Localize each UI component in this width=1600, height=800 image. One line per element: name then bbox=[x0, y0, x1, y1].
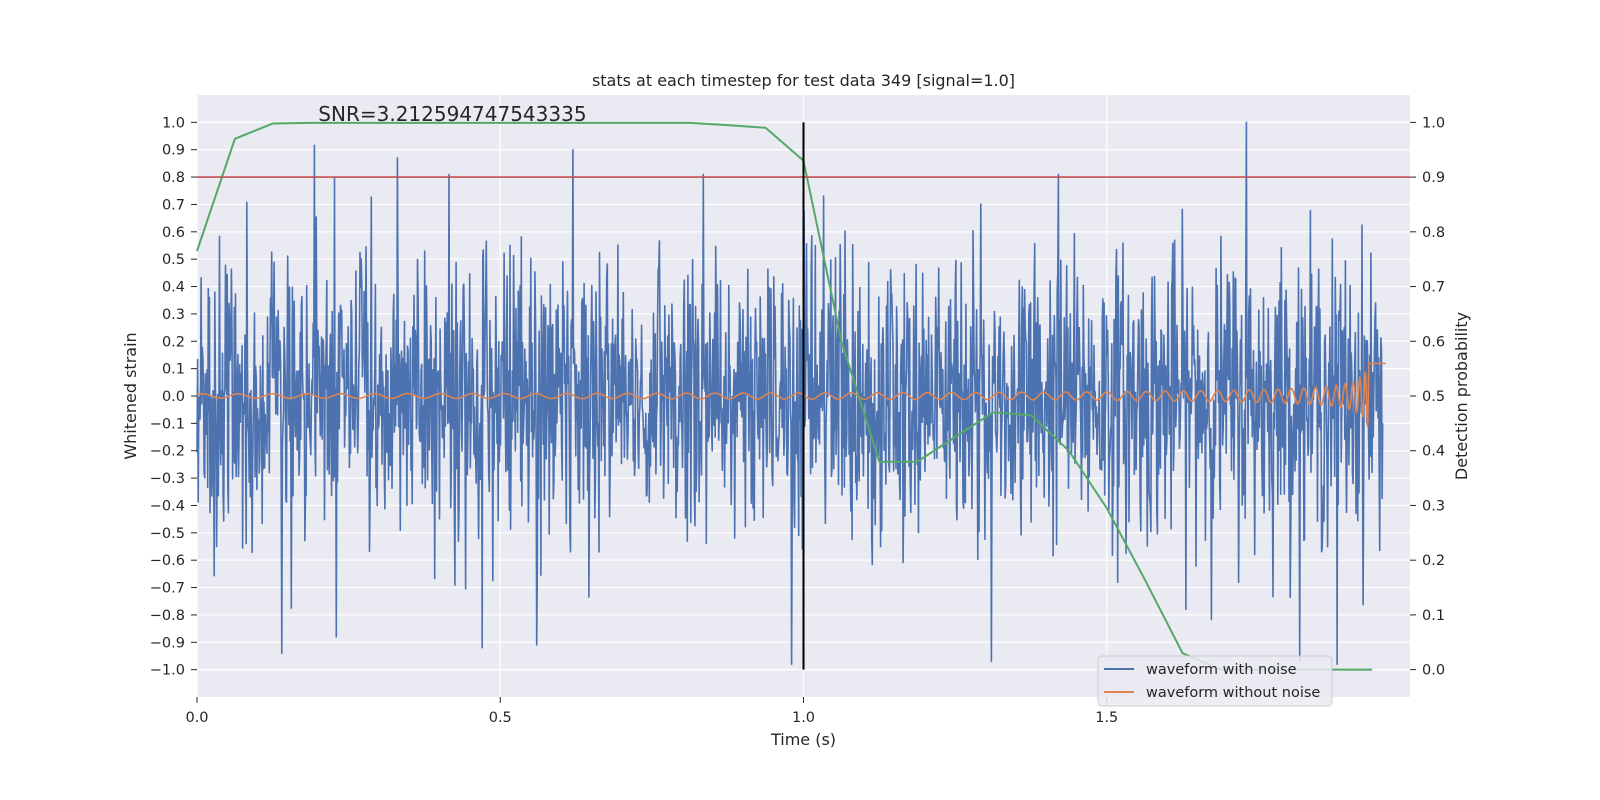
series-waveform-without-noise bbox=[196, 362, 1386, 428]
y2-tick-label: 0.3 bbox=[1422, 498, 1445, 514]
legend-label-waveform-without-noise: waveform without noise bbox=[1146, 685, 1320, 701]
y-tick-label: 0.9 bbox=[162, 143, 185, 159]
y-tick-label: −0.4 bbox=[150, 498, 185, 514]
y-tick-label: 0.7 bbox=[162, 197, 185, 213]
snr-annotation: SNR=3.212594747543335 bbox=[318, 102, 586, 126]
y2-tick-label: 0.1 bbox=[1422, 608, 1445, 624]
y-tick-label: 0.4 bbox=[162, 280, 185, 296]
axes: 1.0 0.9 0.8 0.7 0.6 0.5 0.4 0.3 0.2 0.1 0.0 −0.1 −0.… bbox=[150, 115, 1445, 726]
y-tick-label: 0.1 bbox=[162, 362, 185, 378]
y-tick-label: 0.2 bbox=[162, 334, 185, 350]
y-tick-label: −0.1 bbox=[150, 416, 185, 432]
legend: waveform with noise waveform without noi… bbox=[1097, 655, 1333, 707]
y-tick-label: −0.8 bbox=[150, 608, 185, 624]
y-tick-label: 0.0 bbox=[162, 389, 185, 405]
y-tick-label: 0.8 bbox=[162, 170, 185, 186]
y-tick-label: 0.5 bbox=[162, 252, 185, 268]
y-tick-label: 0.3 bbox=[162, 307, 185, 323]
y2-tick-label: 1.0 bbox=[1422, 115, 1445, 131]
y2-tick-label: 0.9 bbox=[1422, 170, 1445, 186]
legend-box bbox=[1097, 655, 1333, 707]
y-tick-label: −0.9 bbox=[150, 635, 185, 651]
y2-tick-label: 0.0 bbox=[1422, 663, 1445, 679]
chart-title: stats at each timestep for test data 349… bbox=[592, 71, 1015, 90]
y-tick-label: −0.5 bbox=[150, 526, 185, 542]
y-tick-label: −0.3 bbox=[150, 471, 185, 487]
y-tick-label: −0.6 bbox=[150, 553, 185, 569]
y-tick-label: −1.0 bbox=[150, 663, 185, 679]
y-tick-label: −0.2 bbox=[150, 444, 185, 460]
x-axis-label: Time (s) bbox=[770, 730, 836, 749]
y2-tick-label: 0.7 bbox=[1422, 280, 1445, 296]
y-tick-label: 0.6 bbox=[162, 225, 185, 241]
y-tick-label: 1.0 bbox=[162, 115, 185, 131]
legend-label-waveform-with-noise: waveform with noise bbox=[1146, 662, 1297, 678]
y-axis-label: Whitened strain bbox=[121, 332, 140, 459]
y2-tick-label: 0.5 bbox=[1422, 389, 1445, 405]
x-tick-label: 0.0 bbox=[185, 710, 208, 726]
x-tick-label: 0.5 bbox=[489, 710, 512, 726]
plot-data bbox=[196, 121, 1410, 671]
y2-axis-label: Detection probability bbox=[1452, 312, 1471, 480]
x-tick-label: 1.0 bbox=[792, 710, 815, 726]
y2-tick-label: 0.4 bbox=[1422, 444, 1445, 460]
series-detection-probability bbox=[196, 121, 1373, 671]
y-tick-label: −0.7 bbox=[150, 581, 185, 597]
x-tick-label: 1.5 bbox=[1095, 710, 1118, 726]
y2-tick-label: 0.6 bbox=[1422, 334, 1445, 350]
y2-tick-label: 0.2 bbox=[1422, 553, 1445, 569]
y2-tick-label: 0.8 bbox=[1422, 225, 1445, 241]
series-waveform-with-noise bbox=[196, 121, 1384, 666]
